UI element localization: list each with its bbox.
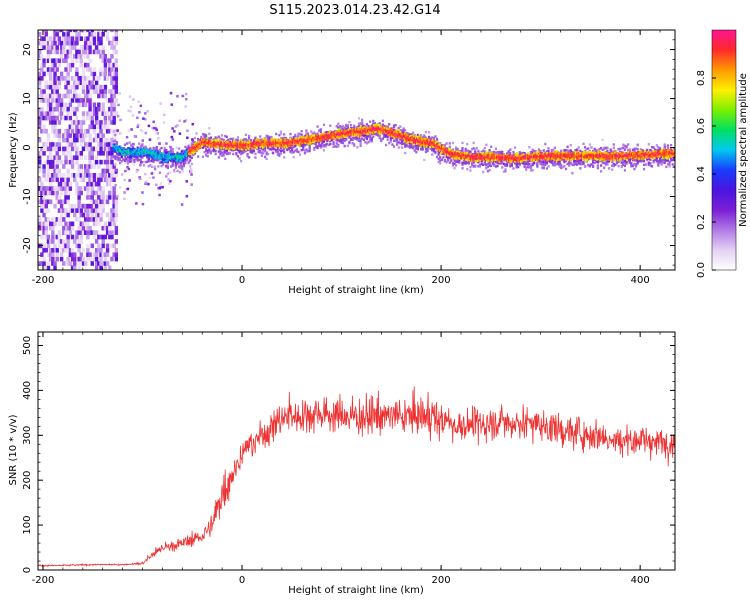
y-tick-label: 300 <box>22 426 33 445</box>
y-tick-label: 200 <box>22 471 33 490</box>
colorbar-tick-label: 0.4 <box>696 166 707 182</box>
colorbar-tick-label: 0.2 <box>696 214 707 230</box>
colorbar-tick-label: 0.8 <box>696 70 707 86</box>
snr-series-line <box>38 386 675 568</box>
snr-y-ticks: 0 100 200 300 400 500 <box>22 336 675 573</box>
snr-panel: -200 0 200 400 0 100 200 300 400 500 Height of s… <box>8 331 676 596</box>
colorbar-label: Normalized spectral amplitude <box>738 73 749 227</box>
x-tick-label: 0 <box>239 575 245 586</box>
colorbar-tick-label: 0.0 <box>696 262 707 278</box>
x-tick-label: -200 <box>32 575 55 586</box>
y-tick-label: 10 <box>22 92 33 105</box>
y-tick-label: 0 <box>22 567 33 573</box>
spectrogram-y-label: Frequency (Hz) <box>8 112 19 188</box>
snr-y-label: SNR (10 * v/v) <box>8 414 19 485</box>
spectrogram-frame <box>37 29 676 271</box>
x-tick-label: -200 <box>32 275 55 286</box>
y-tick-label: 100 <box>22 516 33 535</box>
spectrogram-image <box>38 30 675 270</box>
x-tick-label: 200 <box>432 275 451 286</box>
y-tick-label: 0 <box>22 144 33 150</box>
figure-title: S115.2023.014.23.42.G14 <box>269 3 440 18</box>
colorbar: 0.0 0.2 0.4 0.6 0.8 Normalized spectral ampl… <box>696 29 749 278</box>
spectrogram-y-ticks: -20 -10 0 10 20 <box>22 29 675 266</box>
y-tick-label: 20 <box>22 43 33 56</box>
colorbar-tick-label: 0.6 <box>696 118 707 134</box>
colorbar-scale <box>711 29 737 271</box>
y-tick-label: -10 <box>22 188 33 204</box>
snr-x-ticks: -200 0 200 400 <box>32 332 661 586</box>
spectrogram-panel: -200 0 200 400 -20 -10 0 10 20 Height of straig… <box>8 29 676 296</box>
snr-frame <box>37 331 676 571</box>
spectrogram-x-label: Height of straight line (km) <box>288 285 424 296</box>
colorbar-ticks: 0.0 0.2 0.4 0.6 0.8 <box>696 70 716 278</box>
y-tick-label: -20 <box>22 237 33 253</box>
x-tick-label: 400 <box>631 275 650 286</box>
snr-x-label: Height of straight line (km) <box>288 585 424 596</box>
x-tick-label: 200 <box>432 575 451 586</box>
spectrogram-x-ticks: -200 0 200 400 <box>32 30 661 286</box>
y-tick-label: 500 <box>22 336 33 355</box>
x-tick-label: 400 <box>631 575 650 586</box>
x-tick-label: 0 <box>239 275 245 286</box>
y-tick-label: 400 <box>22 381 33 400</box>
